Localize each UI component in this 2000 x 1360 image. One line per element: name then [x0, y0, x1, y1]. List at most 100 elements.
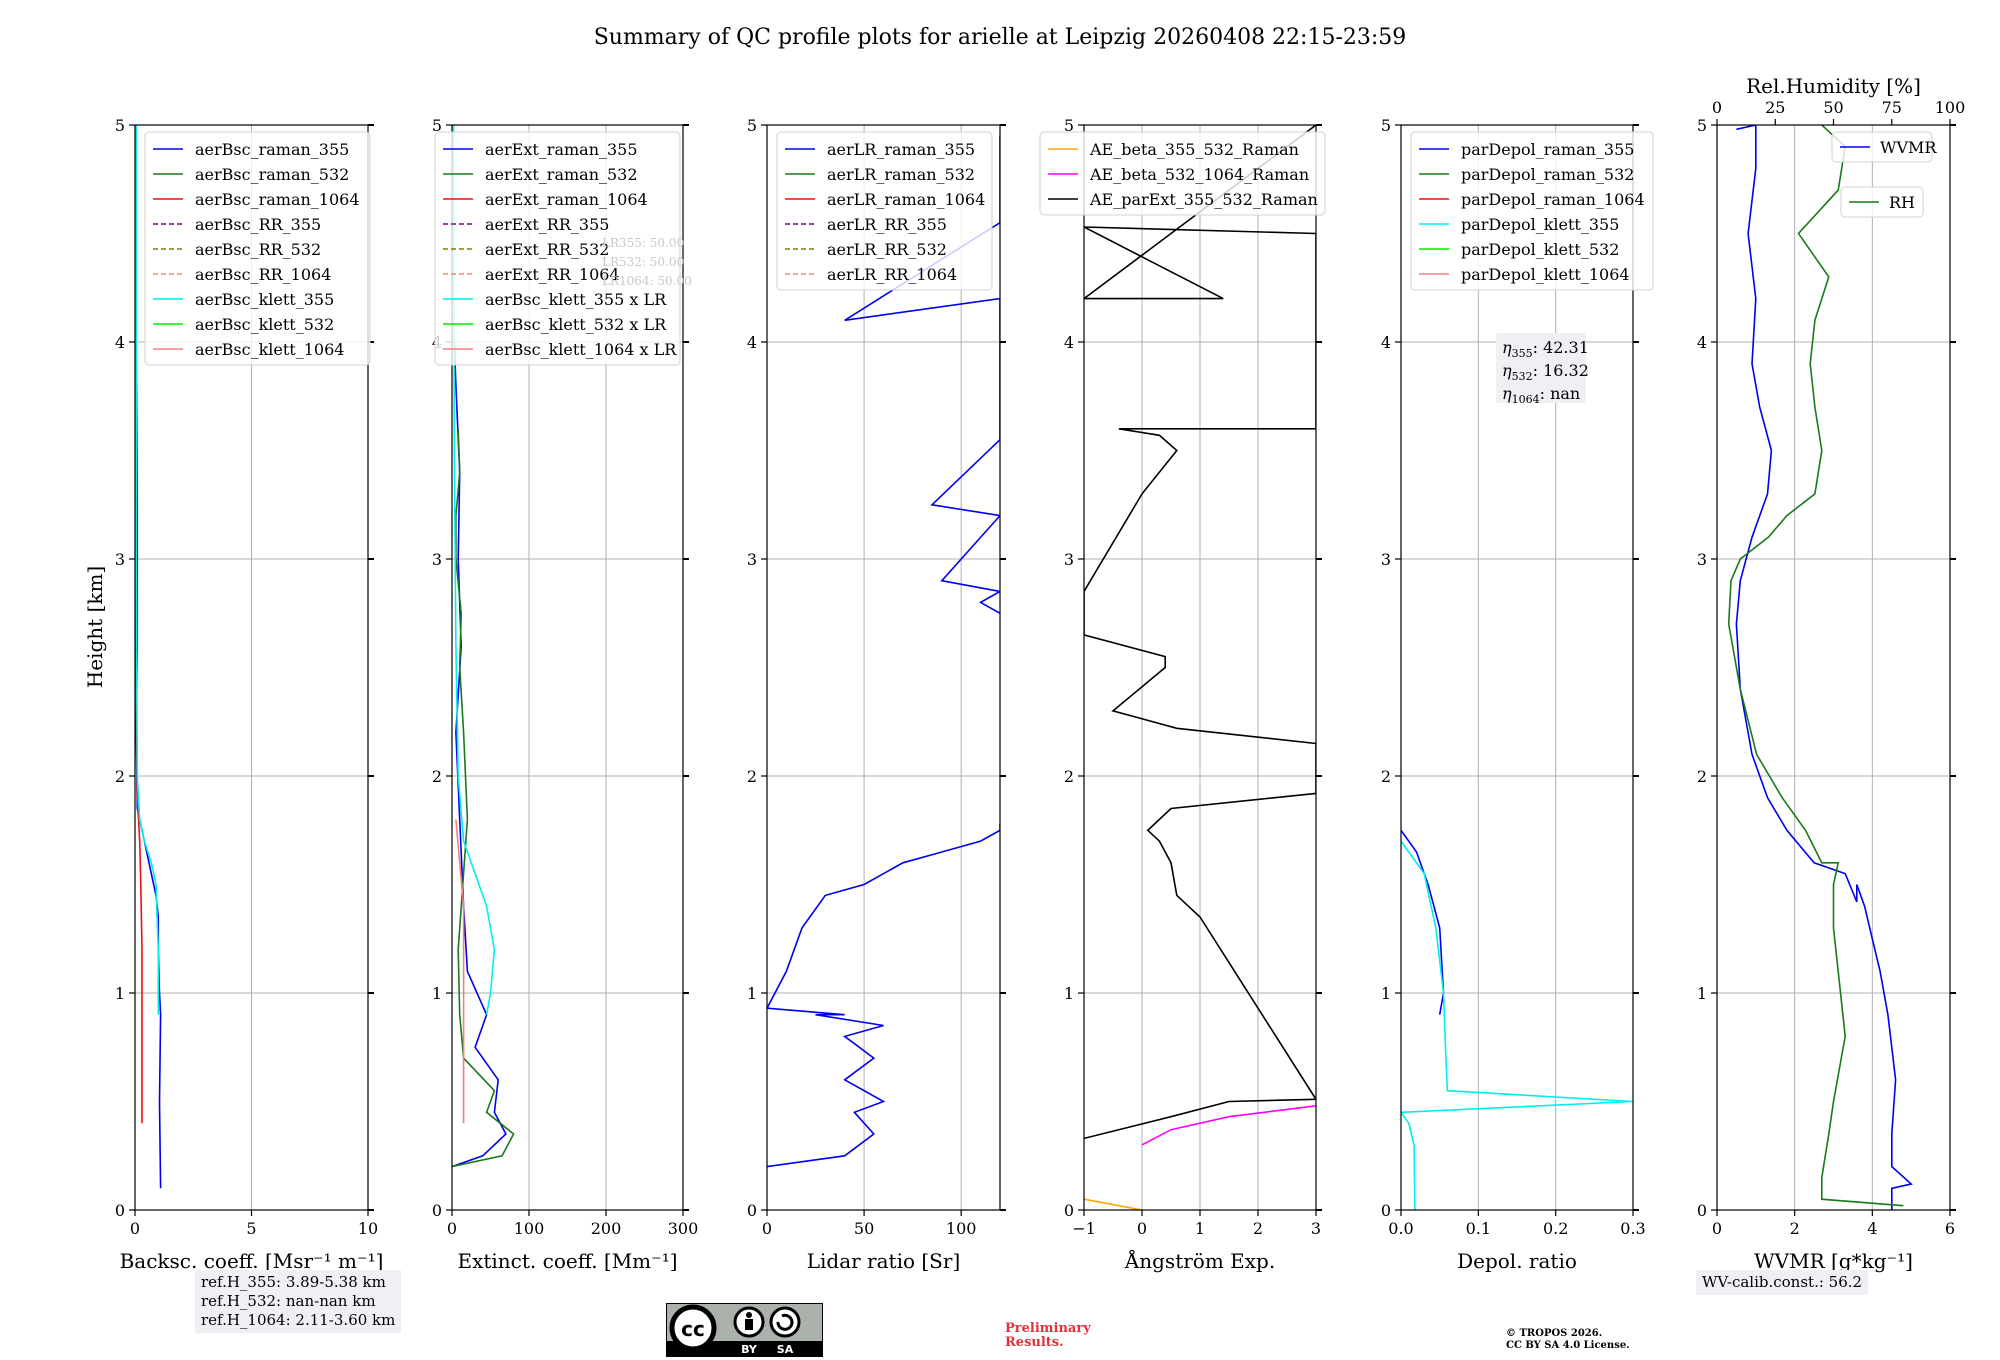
x-tick-label-dep-1: 0.1	[1466, 1219, 1491, 1238]
y-axis-label: Height [km]	[83, 566, 107, 688]
legend-box-wvmr	[1831, 131, 1933, 163]
x-axis-label-ext: Extinct. coeff. [Mm⁻¹]	[457, 1249, 677, 1273]
x-tick-label-bsc-1: 5	[246, 1219, 256, 1238]
series-group-wv	[1727, 125, 1913, 1210]
y-tick-label-wv-5: 5	[1697, 116, 1707, 135]
x-axis-label-lr: Lidar ratio [Sr]	[807, 1249, 961, 1273]
y-tick-label-lr-1: 1	[747, 984, 757, 1003]
y-tick-label-bsc-1: 1	[115, 984, 125, 1003]
legend-box-lr	[776, 131, 993, 291]
legend-label-dep-4: parDepol_klett_532	[1461, 240, 1619, 259]
cc-sa-label: SA	[777, 1343, 794, 1356]
top-tick-label-2: 50	[1823, 98, 1843, 117]
sa-share-icon	[769, 1306, 801, 1338]
eta-532: η532: 16.32	[1502, 361, 1589, 383]
y-tick-label-lr-0: 0	[747, 1201, 757, 1220]
y-tick-label-ae-3: 3	[1064, 550, 1074, 569]
x-tick-label-lr-2: 100	[946, 1219, 977, 1238]
x-tick-label-ae-4: 3	[1311, 1219, 1321, 1238]
x-tick-label-dep-2: 0.2	[1543, 1219, 1568, 1238]
y-tick-label-ext-5: 5	[432, 116, 442, 135]
y-tick-label-wv-2: 2	[1697, 767, 1707, 786]
x-axis-label-dep: Depol. ratio	[1457, 1249, 1577, 1273]
x-tick-label-ext-3: 300	[668, 1219, 699, 1238]
lr-value-label-0: LR355: 50.00	[602, 236, 684, 250]
legend-bsc: aerBsc_raman_355 aerBsc_raman_532 aerBsc_r…	[144, 131, 371, 366]
series-line-ae-0	[1084, 1198, 1143, 1210]
legend-label-ae-2: AE_parExt_355_532_Raman	[1089, 190, 1318, 209]
axes-frame-ext	[451, 124, 684, 1211]
y-tick-label-dep-0: 0	[1381, 1201, 1391, 1220]
legend-label-lr-4: aerLR_RR_532	[827, 240, 947, 259]
y-tick-label-bsc-4: 4	[115, 333, 125, 352]
y-tick-label-wv-1: 1	[1697, 984, 1707, 1003]
x-tick-label-ae-1: 0	[1137, 1219, 1147, 1238]
wv-calib-box: WV-calib.const.: 56.2	[1696, 1270, 1869, 1295]
x-axis-label-bsc: Backsc. coeff. [Msr⁻¹ m⁻¹]	[120, 1249, 384, 1273]
legend-box-dep	[1410, 131, 1654, 291]
series-line-bsc-0	[135, 125, 162, 1189]
y-tick-label-ext-1: 1	[432, 984, 442, 1003]
lr-value-label-2: LR1064: 50.00	[602, 274, 692, 288]
legend-label-ext-8: aerBsc_klett_1064 x LR	[485, 340, 677, 359]
series-group-dep	[1401, 829, 1633, 1210]
series-line-dep-0	[1401, 829, 1445, 1015]
axes-frame-lr	[766, 124, 1001, 1211]
cc-by-label: BY	[741, 1343, 758, 1356]
copyright-line-1: © TROPOS 2026.	[1506, 1328, 1603, 1339]
y-tick-label-wv-0: 0	[1697, 1201, 1707, 1220]
x-tick-label-wv-2: 4	[1867, 1219, 1877, 1238]
series-line-wv-1	[1727, 125, 1904, 1207]
top-tick-label-3: 75	[1882, 98, 1902, 117]
y-tick-label-bsc-5: 5	[115, 116, 125, 135]
x-tick-label-ext-2: 200	[591, 1219, 622, 1238]
x-tick-label-lr-1: 50	[854, 1219, 874, 1238]
legend-label-bsc-8: aerBsc_klett_1064	[195, 340, 344, 359]
series-line-ext-2	[452, 125, 496, 1015]
y-tick-label-dep-3: 3	[1381, 550, 1391, 569]
copyright-note: © TROPOS 2026. CC BY SA 4.0 License.	[1506, 1328, 1686, 1352]
series-group-bsc	[135, 125, 162, 1189]
legend-label-bsc-0: aerBsc_raman_355	[195, 140, 349, 159]
legend-label-ae-0: AE_beta_355_532_Raman	[1089, 140, 1299, 159]
legend-label-rh: RH	[1889, 193, 1915, 212]
x-tick-label-ae-2: 1	[1195, 1219, 1205, 1238]
top-tick-label-4: 100	[1935, 98, 1966, 117]
legend-label-bsc-4: aerBsc_RR_532	[195, 240, 321, 259]
legend-rh: RH	[1840, 186, 1924, 218]
panel-lr: 0 50 100 0 1 2 3 4 5 Lidar ratio [Sr] aerLR_raman_…	[747, 116, 1006, 1273]
y-tick-label-bsc-0: 0	[115, 1201, 125, 1220]
y-tick-label-ae-2: 2	[1064, 767, 1074, 786]
legend-box-ae	[1039, 131, 1326, 216]
x-tick-label-wv-3: 6	[1945, 1219, 1955, 1238]
legend-ext: aerExt_raman_355 aerExt_raman_532 aerExt_r…	[434, 131, 681, 366]
x-tick-label-ae-3: 2	[1253, 1219, 1263, 1238]
y-tick-label-ext-2: 2	[432, 767, 442, 786]
y-tick-label-bsc-2: 2	[115, 767, 125, 786]
legend-box-rh	[1840, 186, 1924, 218]
y-tick-label-ae-4: 4	[1064, 333, 1074, 352]
legend-label-ext-6: aerBsc_klett_355 x LR	[485, 290, 667, 309]
legend-label-ext-0: aerExt_raman_355	[485, 140, 638, 159]
legend-label-bsc-3: aerBsc_RR_355	[195, 215, 321, 234]
y-tick-label-dep-2: 2	[1381, 767, 1391, 786]
legend-lr: aerLR_raman_355 aerLR_raman_532 aerLR_rama…	[776, 131, 993, 291]
x-tick-label-dep-3: 0.3	[1620, 1219, 1645, 1238]
top-tick-label-0: 0	[1712, 98, 1722, 117]
panel-dep: 0.0 0.1 0.2 0.3 0 1 2 3 4 5 Depol. ratio parDepol_r…	[1381, 116, 1654, 1273]
legend-label-wvmr: WVMR	[1880, 138, 1937, 157]
y-tick-label-lr-4: 4	[747, 333, 757, 352]
ref-height-532: ref.H_532: nan-nan km	[201, 1292, 376, 1310]
axes-frame-dep	[1400, 124, 1634, 1211]
x-tick-label-ae-0: −1	[1072, 1219, 1096, 1238]
y-tick-label-ext-0: 0	[432, 1201, 442, 1220]
wv-calib-text: WV-calib.const.: 56.2	[1702, 1273, 1863, 1291]
series-group-lr	[767, 135, 1000, 1168]
cc-license-badge: cc BY SA	[666, 1303, 823, 1357]
series-line-dep-1	[1401, 840, 1633, 1210]
figure-title: Summary of QC profile plots for arielle …	[594, 25, 1407, 50]
ref-height-355: ref.H_355: 3.89-5.38 km	[201, 1273, 386, 1291]
y-tick-label-dep-4: 4	[1381, 333, 1391, 352]
x-tick-label-lr-0: 0	[762, 1219, 772, 1238]
